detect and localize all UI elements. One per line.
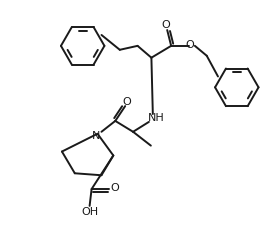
Text: O: O xyxy=(185,40,194,50)
Text: OH: OH xyxy=(81,207,98,217)
Text: O: O xyxy=(110,183,119,193)
Text: NH: NH xyxy=(147,113,164,123)
Text: O: O xyxy=(123,97,131,107)
Text: N: N xyxy=(92,131,101,141)
Text: O: O xyxy=(162,20,171,30)
